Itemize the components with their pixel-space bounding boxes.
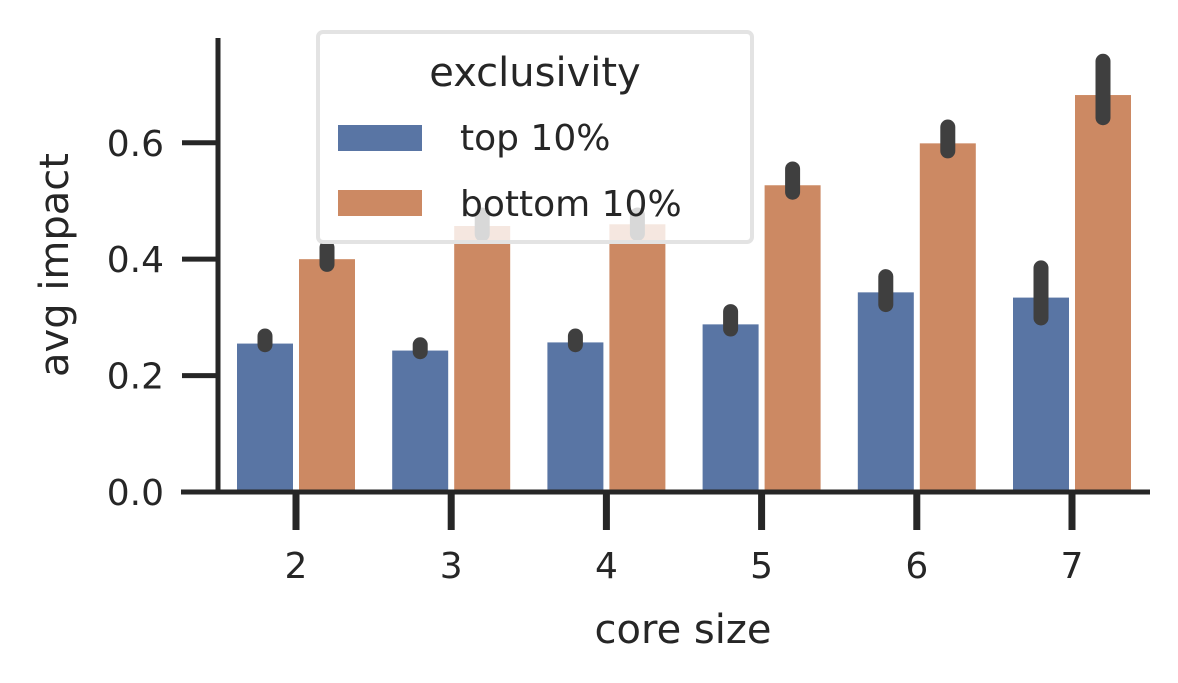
y-tick-label: 0.2: [107, 357, 164, 398]
bar-bottom-10-core-7: [1075, 95, 1131, 493]
bar-bottom-10-core-6: [919, 143, 976, 492]
legend-swatch-bottom-10: [338, 190, 422, 216]
legend-title: exclusivity: [429, 50, 640, 96]
legend-label-bottom-10: bottom 10%: [460, 184, 682, 225]
bar-bottom-10-core-5: [764, 185, 821, 492]
bar-top-10-core-7: [1013, 297, 1069, 492]
legend-swatch-top-10: [338, 125, 422, 151]
bar-top-10-core-2: [237, 343, 293, 492]
bar-bottom-10-core-3: [454, 226, 511, 492]
bar-bottom-10-core-4: [609, 224, 666, 492]
y-ticks: 0.0 0.2 0.4 0.6: [107, 124, 218, 514]
x-tick-label: 6: [905, 546, 928, 587]
legend: exclusivity top 10% bottom 10%: [316, 30, 754, 244]
axes: [181, 38, 1150, 495]
y-axis-title: avg impact: [32, 153, 78, 377]
bars-layer: [237, 95, 1131, 493]
y-tick-label: 0.4: [107, 240, 164, 281]
x-tick-label: 3: [440, 546, 463, 587]
legend-frame: [316, 30, 754, 244]
y-tick-label: 0.6: [107, 124, 164, 165]
x-tick-label: 4: [595, 546, 618, 587]
bar-top-10-core-4: [547, 342, 604, 492]
x-tick-label: 7: [1061, 546, 1084, 587]
x-tick-label: 2: [285, 546, 308, 587]
bar-top-10-core-6: [857, 292, 914, 492]
x-tick-label: 5: [750, 546, 773, 587]
bar-bottom-10-core-2: [299, 259, 355, 492]
legend-label-top-10: top 10%: [460, 118, 610, 159]
x-axis-title: core size: [595, 607, 772, 653]
y-tick-label: 0.0: [107, 473, 164, 514]
bar-top-10-core-3: [392, 350, 449, 492]
x-ticks: 2 3 4 5 6 7: [285, 492, 1084, 587]
bar-top-10-core-5: [702, 324, 759, 492]
